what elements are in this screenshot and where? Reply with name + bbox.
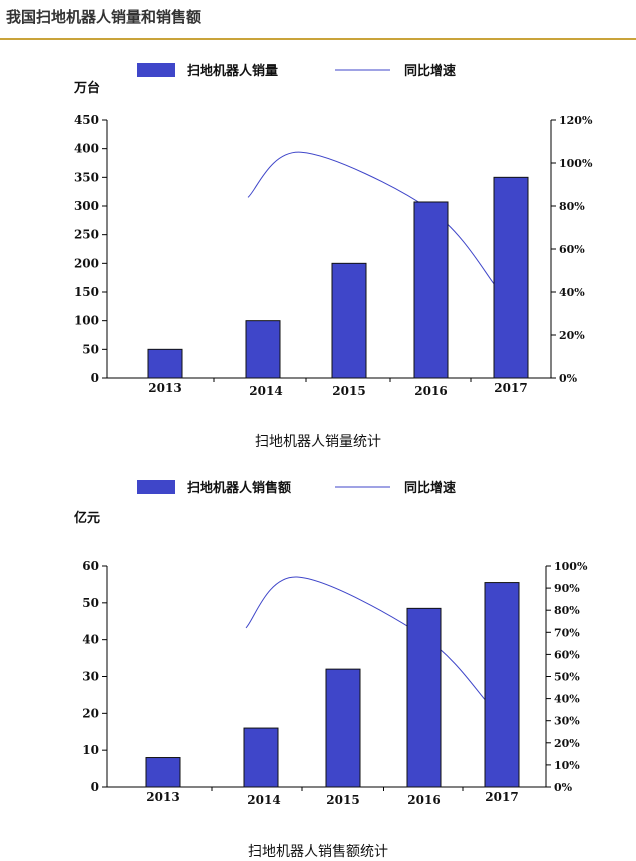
right-tick-label: 120% (559, 114, 593, 127)
x-tick-label-2015: 2015 (326, 793, 359, 807)
x-tick-label-2014: 2014 (249, 384, 282, 398)
x-tick-label-2015: 2015 (332, 384, 365, 398)
right-tick-label: 80% (554, 604, 580, 617)
bar-2015 (325, 668, 361, 788)
right-tick-label: 70% (554, 626, 580, 639)
x-tick-label-2017: 2017 (494, 381, 527, 395)
legend-bar-label: 扫地机器人销售额 (187, 480, 291, 496)
right-tick-label: 60% (559, 243, 585, 256)
left-tick-label: 60 (82, 559, 99, 573)
right-tick-label: 100% (554, 560, 588, 573)
x-tick-label-2013: 2013 (148, 381, 181, 395)
x-tick-label-2016: 2016 (414, 384, 447, 398)
left-tick-label: 0 (91, 371, 99, 385)
right-tick-label: 20% (559, 329, 585, 342)
chart-caption: 扫地机器人销量统计 (255, 434, 381, 450)
left-tick-label: 30 (82, 670, 99, 684)
left-tick-label: 50 (82, 596, 99, 610)
growth-rate-line (247, 151, 498, 289)
left-tick-label: 40 (82, 633, 99, 647)
left-tick-label: 200 (74, 256, 99, 270)
bar-2017 (484, 582, 520, 788)
right-tick-label: 0% (554, 781, 573, 794)
legend-bar-swatch (137, 63, 175, 77)
legend-bar-label: 扫地机器人销量 (187, 63, 278, 79)
growth-rate-line (245, 576, 489, 704)
bar-2014 (245, 320, 281, 379)
left-tick-label: 50 (82, 342, 99, 356)
legend-line-label: 同比增速 (404, 63, 456, 79)
bar-2017 (493, 176, 529, 379)
right-tick-label: 10% (554, 759, 580, 772)
left-tick-label: 0 (91, 780, 99, 794)
bar-2013 (145, 757, 181, 788)
x-tick-label-2016: 2016 (407, 793, 440, 807)
bar-2013 (147, 348, 183, 379)
left-tick-label: 400 (74, 142, 99, 156)
legend-bar-swatch (137, 480, 175, 494)
bar-2016 (413, 201, 449, 379)
left-tick-label: 300 (74, 199, 99, 213)
bar-2015 (331, 262, 367, 379)
chart-caption: 扫地机器人销售额统计 (248, 844, 388, 860)
right-tick-label: 20% (554, 737, 580, 750)
left-tick-label: 100 (74, 314, 99, 328)
right-tick-label: 100% (559, 157, 593, 170)
right-tick-label: 90% (554, 582, 580, 595)
page-header: 我国扫地机器人销量和销售额 (0, 0, 636, 40)
left-tick-label: 150 (74, 285, 99, 299)
x-tick-label-2017: 2017 (485, 790, 518, 804)
x-tick-label-2013: 2013 (146, 790, 179, 804)
right-tick-label: 50% (554, 671, 580, 684)
left-tick-label: 250 (74, 228, 99, 242)
legend-line-label: 同比增速 (404, 480, 456, 496)
page-title: 我国扫地机器人销量和销售额 (6, 8, 202, 26)
left-tick-label: 350 (74, 170, 99, 184)
bar-2014 (243, 727, 279, 788)
right-tick-label: 60% (554, 648, 580, 661)
right-tick-label: 0% (559, 372, 578, 385)
right-tick-label: 30% (554, 715, 580, 728)
left-tick-label: 10 (82, 743, 99, 757)
x-tick-label-2014: 2014 (247, 793, 280, 807)
right-tick-label: 40% (554, 693, 580, 706)
right-tick-label: 80% (559, 200, 585, 213)
y-axis-unit: 亿元 (74, 510, 100, 526)
left-tick-label: 450 (74, 113, 99, 127)
bar-2016 (406, 607, 442, 788)
left-tick-label: 20 (82, 706, 99, 720)
right-tick-label: 40% (559, 286, 585, 299)
y-axis-unit: 万台 (73, 80, 100, 96)
